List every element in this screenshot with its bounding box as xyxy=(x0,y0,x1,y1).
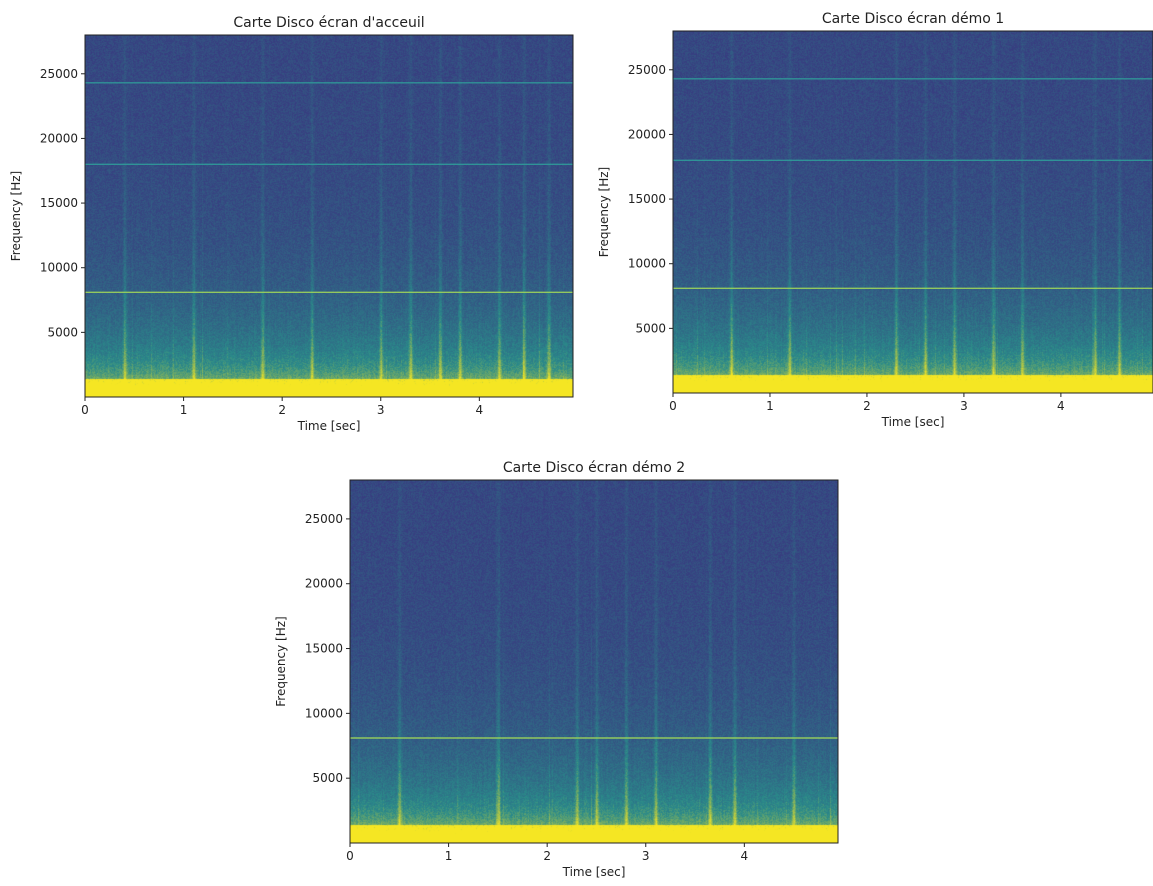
chart-title: Carte Disco écran démo 2 xyxy=(503,460,685,476)
x-tick-label: 4 xyxy=(741,849,749,863)
axes-frame xyxy=(84,34,574,398)
x-tick-label: 4 xyxy=(1057,399,1065,413)
y-tick-label: 15000 xyxy=(628,192,666,206)
x-tick-label: 2 xyxy=(863,399,871,413)
y-tick-label: 10000 xyxy=(628,257,666,271)
y-tick-label: 15000 xyxy=(40,196,78,210)
y-tick-label: 20000 xyxy=(628,127,666,141)
y-axis-label: Frequency [Hz] xyxy=(9,171,23,262)
y-tick-label: 20000 xyxy=(40,131,78,145)
spectrogram-image xyxy=(85,35,573,397)
x-tick-label: 3 xyxy=(960,399,968,413)
y-tick-label: 10000 xyxy=(305,706,343,720)
x-tick-label: 1 xyxy=(180,403,188,417)
y-tick-label: 25000 xyxy=(628,63,666,77)
x-tick-label: 1 xyxy=(766,399,774,413)
y-axis-label: Frequency [Hz] xyxy=(597,167,611,258)
y-tick-label: 25000 xyxy=(40,67,78,81)
axes-frame xyxy=(672,30,1153,394)
y-tick-label: 20000 xyxy=(305,577,343,591)
y-tick-label: 5000 xyxy=(312,771,343,785)
x-tick-label: 0 xyxy=(81,403,89,417)
x-tick-label: 3 xyxy=(642,849,650,863)
x-tick-label: 4 xyxy=(476,403,484,417)
x-tick-label: 2 xyxy=(278,403,286,417)
spectrogram-panel-3: 0 1 2 3 4 5000 10000 15000 20000 25000 Carte Disco… xyxy=(274,460,839,879)
x-tick-label: 0 xyxy=(346,849,354,863)
x-tick-label: 2 xyxy=(543,849,551,863)
x-tick-label: 0 xyxy=(669,399,677,413)
spectrogram-panel-2: 0 1 2 3 4 5000 10000 15000 20000 25000 Carte Disco… xyxy=(597,11,1153,429)
x-axis-label: Time [sec] xyxy=(297,419,361,433)
y-tick-label: 5000 xyxy=(635,321,666,335)
y-axis-label: Frequency [Hz] xyxy=(274,616,288,707)
x-tick-label: 3 xyxy=(377,403,385,417)
y-tick-label: 5000 xyxy=(47,325,78,339)
chart-title: Carte Disco écran démo 1 xyxy=(822,11,1004,27)
x-axis-label: Time [sec] xyxy=(562,865,626,879)
spectrogram-image xyxy=(673,31,1153,393)
y-tick-label: 10000 xyxy=(40,261,78,275)
y-tick-label: 25000 xyxy=(305,512,343,526)
x-tick-label: 1 xyxy=(445,849,453,863)
x-axis-label: Time [sec] xyxy=(881,415,945,429)
y-tick-label: 15000 xyxy=(305,642,343,656)
axes-frame xyxy=(349,479,839,844)
chart-title: Carte Disco écran d'acceuil xyxy=(233,15,424,31)
spectrogram-panel-1: 0 1 2 3 4 5000 10000 15000 20000 25000 Carte Disco… xyxy=(9,15,574,433)
spectrogram-image xyxy=(350,480,838,843)
